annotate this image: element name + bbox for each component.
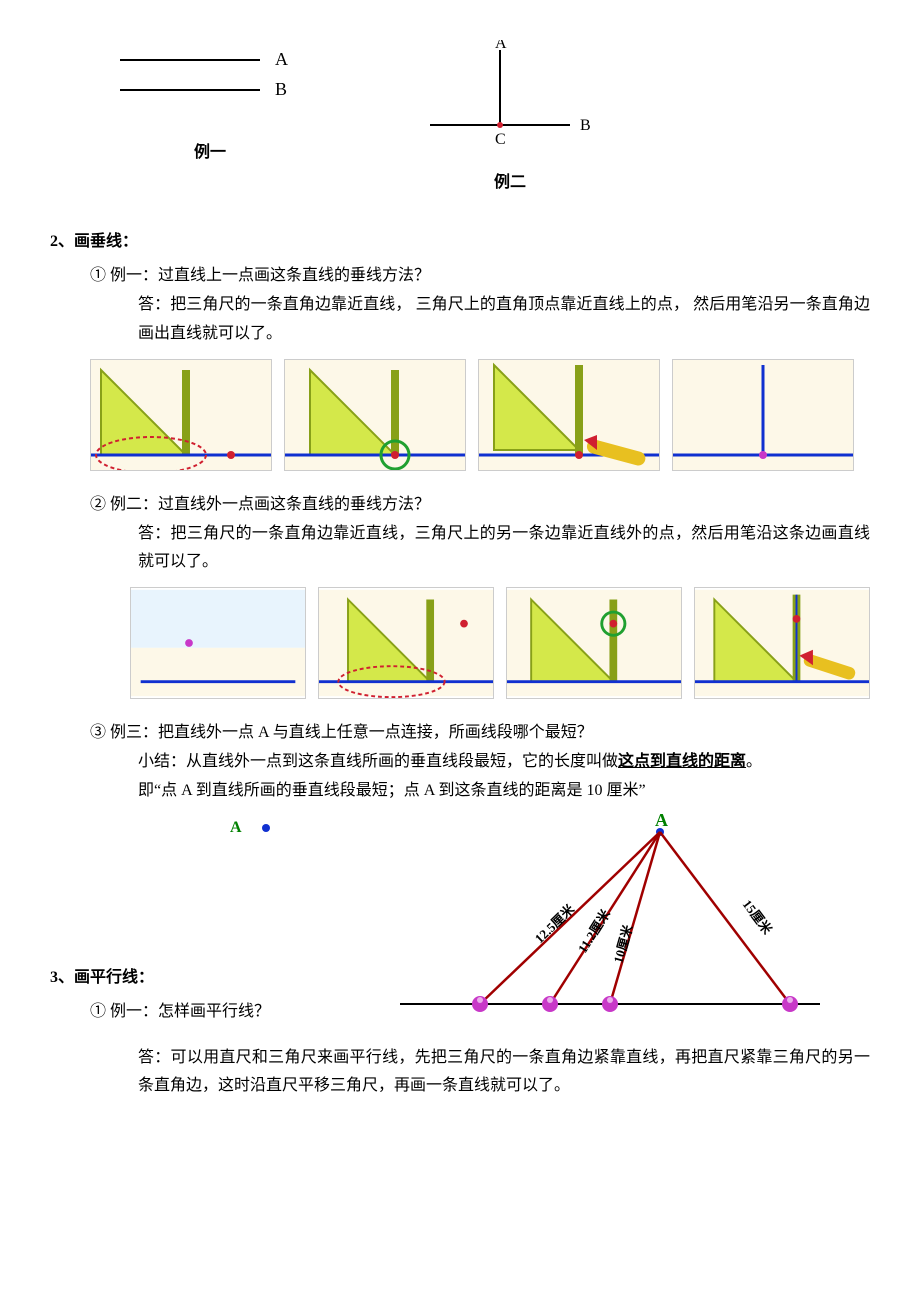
label-b: B [275, 79, 287, 99]
perpendicular-svg: A B C [410, 40, 610, 150]
sec2-ex1-answer: 答：把三角尺的一条直角边靠近直线， 三角尺上的直角顶点靠近直线上的点， 然后用笔… [138, 291, 870, 349]
ans-text: 把三角尺的一条直角边靠近直线， 三角尺上的直角顶点靠近直线上的点， 然后用笔沿另… [138, 296, 870, 342]
sec2-ex2-answer: 答：把三角尺的一条直角边靠近直线，三角尺上的另一条边靠近直线外的点，然后用笔沿这… [138, 520, 870, 578]
top-diagrams: A B 例一 A B C 例二 [110, 40, 870, 198]
sec3-ex1-answer: 答：可以用直尺和三角尺来画平行线，先把三角尺的一条直角边紧靠直线，再把直尺紧靠三… [138, 1044, 870, 1102]
thumb-1-2 [284, 359, 466, 471]
sum1u: 这点到直线的距离 [618, 753, 746, 770]
ex2-num: ② [90, 496, 106, 513]
point-a-left: A [230, 814, 270, 843]
ex2-title: 例二：过直线外一点画这条直线的垂线方法？ [110, 496, 430, 513]
sec3-ex1: ① 例一：怎样画平行线？ [90, 998, 870, 1027]
thumb-2-1 [130, 587, 306, 699]
example1-diagram: A B 例一 [110, 40, 310, 198]
sec2-ex1: ① 例一：过直线上一点画这条直线的垂线方法？ [90, 262, 870, 291]
sec3-heading: 3、画平行线： [50, 964, 870, 993]
parallel-lines-svg: A B [110, 40, 310, 120]
ex3-num: ③ [90, 724, 106, 741]
ex1-title: 例一：过直线上一点画这条直线的垂线方法？ [110, 267, 430, 284]
sec2-ex3-summary: 小结：从直线外一点到这条直线所画的垂直线段最短，它的长度叫做这点到直线的距离。 [138, 748, 870, 777]
label-c2: C [495, 131, 506, 148]
sec2-ex3: ③ 例三：把直线外一点 A 与直线上任意一点连接，所画线段哪个最短？ [90, 719, 870, 748]
ans-prefix2: 答： [138, 525, 171, 542]
s3-ex1-title: 例一：怎样画平行线？ [110, 1003, 270, 1020]
blue-dot-icon [262, 824, 270, 832]
sec2-heading: 2、画垂线： [50, 228, 870, 257]
sum-prefix: 小结： [138, 753, 186, 770]
thumb-2-3 [506, 587, 682, 699]
thumb-2-2 [318, 587, 494, 699]
ex2-caption: 例二 [410, 169, 610, 198]
ex1-num: ① [90, 267, 106, 284]
label-a: A [275, 49, 288, 69]
ex3-title: 例三：把直线外一点 A 与直线上任意一点连接，所画线段哪个最短？ [110, 724, 593, 741]
label-a2: A [495, 40, 507, 52]
ex1-caption: 例一 [110, 139, 310, 168]
s3-ex1-num: ① [90, 1003, 106, 1020]
len4: 15厘米 [740, 896, 776, 937]
label-b2: B [580, 117, 591, 134]
ans-text2: 把三角尺的一条直角边靠近直线，三角尺上的另一条边靠近直线外的点，然后用笔沿这条边… [138, 525, 870, 571]
sec2-ex2: ② 例二：过直线外一点画这条直线的垂线方法？ [90, 491, 870, 520]
sec2-ex3-summary2: 即“点 A 到直线所画的垂直线段最短；点 A 到这条直线的距离是 10 厘米” [138, 777, 870, 806]
sum1a: 从直线外一点到这条直线所画的垂直线段最短，它的长度叫做 [186, 753, 618, 770]
thumb-row-1 [90, 359, 870, 471]
ans-prefix: 答： [138, 296, 170, 313]
thumb-1-3 [478, 359, 660, 471]
ex3-figure-wrap: A A 12.5厘米 11.2厘米 10厘米 15厘米 3、画平行线： ① 例一… [50, 814, 870, 1034]
s3-ans-prefix: 答： [138, 1049, 171, 1066]
thumb-1-1 [90, 359, 272, 471]
thumb-row-2 [130, 587, 870, 699]
example2-diagram: A B C 例二 [410, 40, 610, 198]
thumb-1-4 [672, 359, 854, 471]
len1: 12.5厘米 [532, 900, 578, 945]
thumb-2-4 [694, 587, 870, 699]
s3-ans-text: 可以用直尺和三角尺来画平行线，先把三角尺的一条直角边紧靠直线，再把直尺紧靠三角尺… [138, 1049, 870, 1095]
apex-label: A [655, 814, 668, 830]
sum1b: 。 [746, 753, 762, 770]
